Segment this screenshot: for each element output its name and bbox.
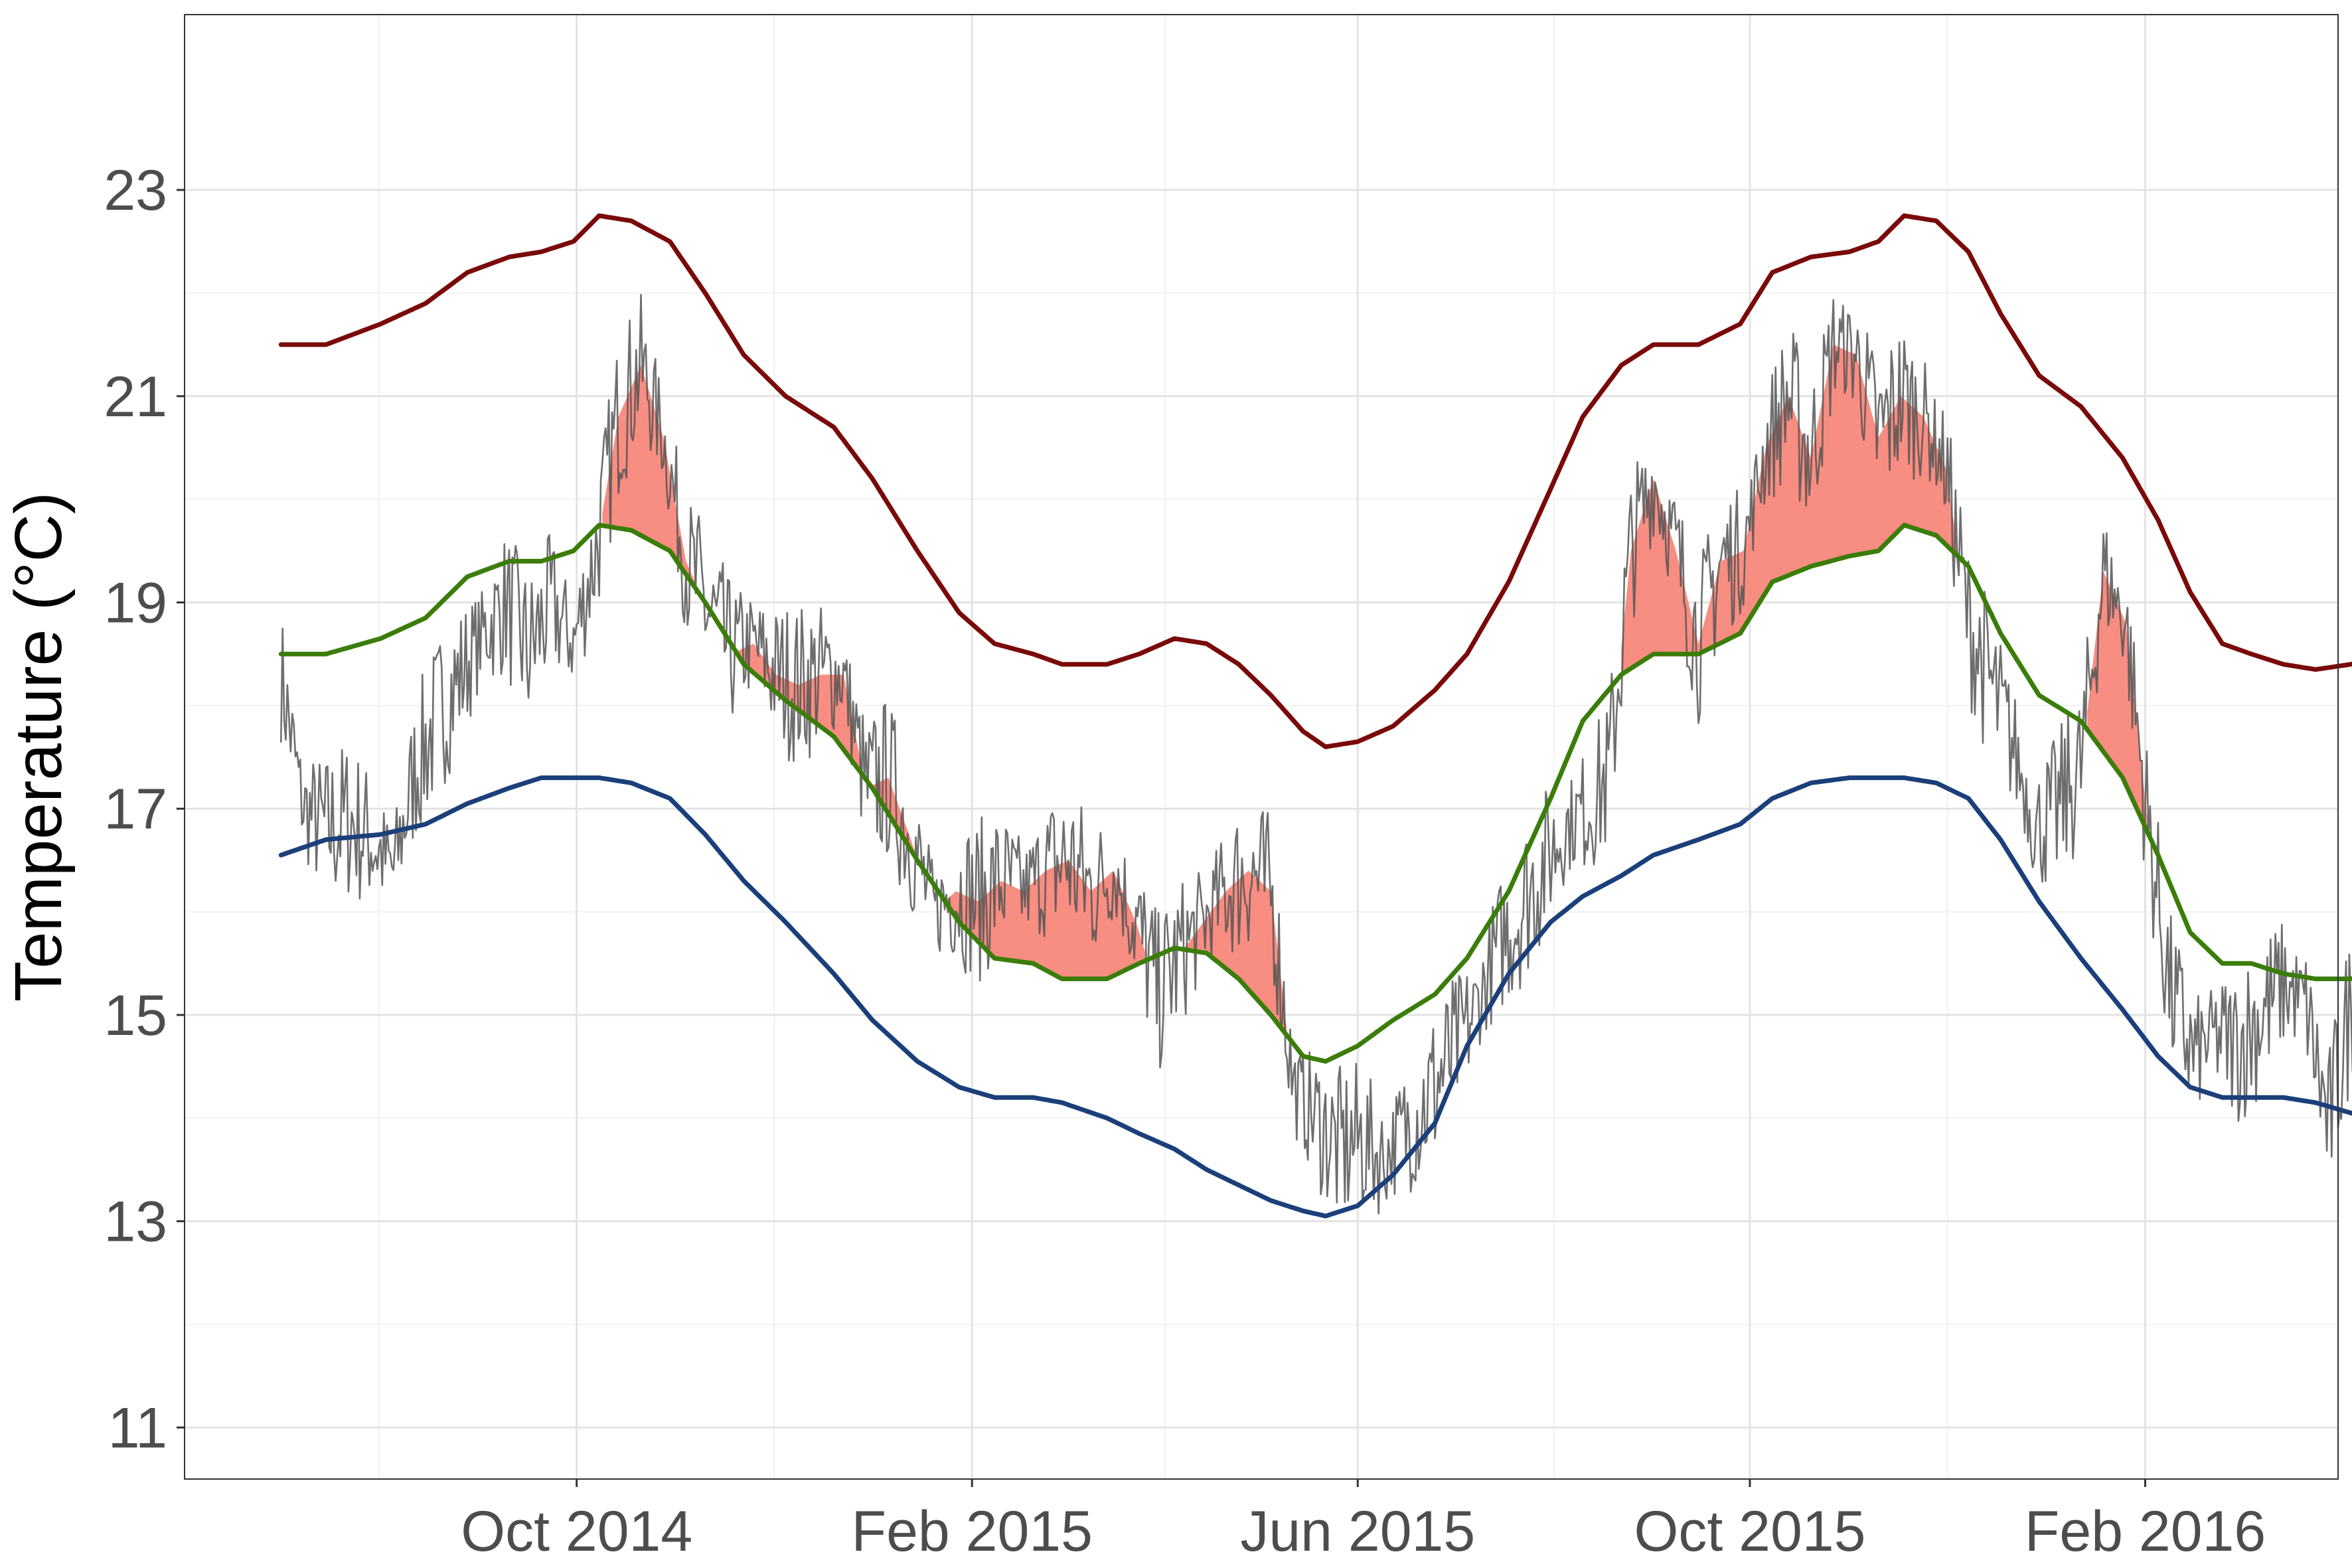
lower-threshold-line bbox=[278, 775, 2352, 1219]
x-tick-label: Oct 2014 bbox=[461, 1500, 692, 1563]
plot-panel-border bbox=[184, 14, 2339, 1480]
y-tick-label: 13 bbox=[104, 1190, 167, 1254]
observed-series bbox=[280, 293, 2352, 1215]
climatology-threshold-line bbox=[278, 522, 2352, 1064]
reference-lines bbox=[278, 213, 2352, 1219]
exceedance-area bbox=[2087, 571, 2149, 834]
y-tick-label: 11 bbox=[108, 1396, 167, 1460]
y-axis-title: Temperature (°C) bbox=[1, 492, 76, 1002]
upper-threshold-line bbox=[278, 213, 2352, 749]
x-tick-label: Feb 2016 bbox=[2025, 1500, 2266, 1563]
y-tick-label: 17 bbox=[104, 777, 167, 841]
x-tick-label: Jun 2015 bbox=[1240, 1500, 1475, 1563]
y-tick-label: 21 bbox=[104, 365, 167, 429]
observed-temperature-line bbox=[280, 293, 2352, 1215]
x-axis: Oct 2014 Feb 2015 Jun 2015 Oct 2015 Feb 2016 bbox=[461, 1479, 2266, 1563]
exceedance-area bbox=[1184, 870, 1287, 1036]
x-tick-label: Feb 2015 bbox=[852, 1500, 1093, 1563]
exceedance-area bbox=[602, 365, 699, 593]
x-tick-label: Oct 2015 bbox=[1634, 1500, 1865, 1563]
y-axis: 11 13 15 17 19 21 23 bbox=[104, 159, 185, 1460]
major-gridlines bbox=[185, 15, 2338, 1479]
exceedance-area bbox=[1621, 345, 1959, 675]
y-tick-label: 19 bbox=[104, 572, 167, 635]
exceedance-area bbox=[946, 860, 1146, 979]
y-tick-label: 23 bbox=[104, 159, 167, 222]
minor-gridlines bbox=[185, 15, 2338, 1479]
y-tick-label: 15 bbox=[104, 984, 167, 1048]
